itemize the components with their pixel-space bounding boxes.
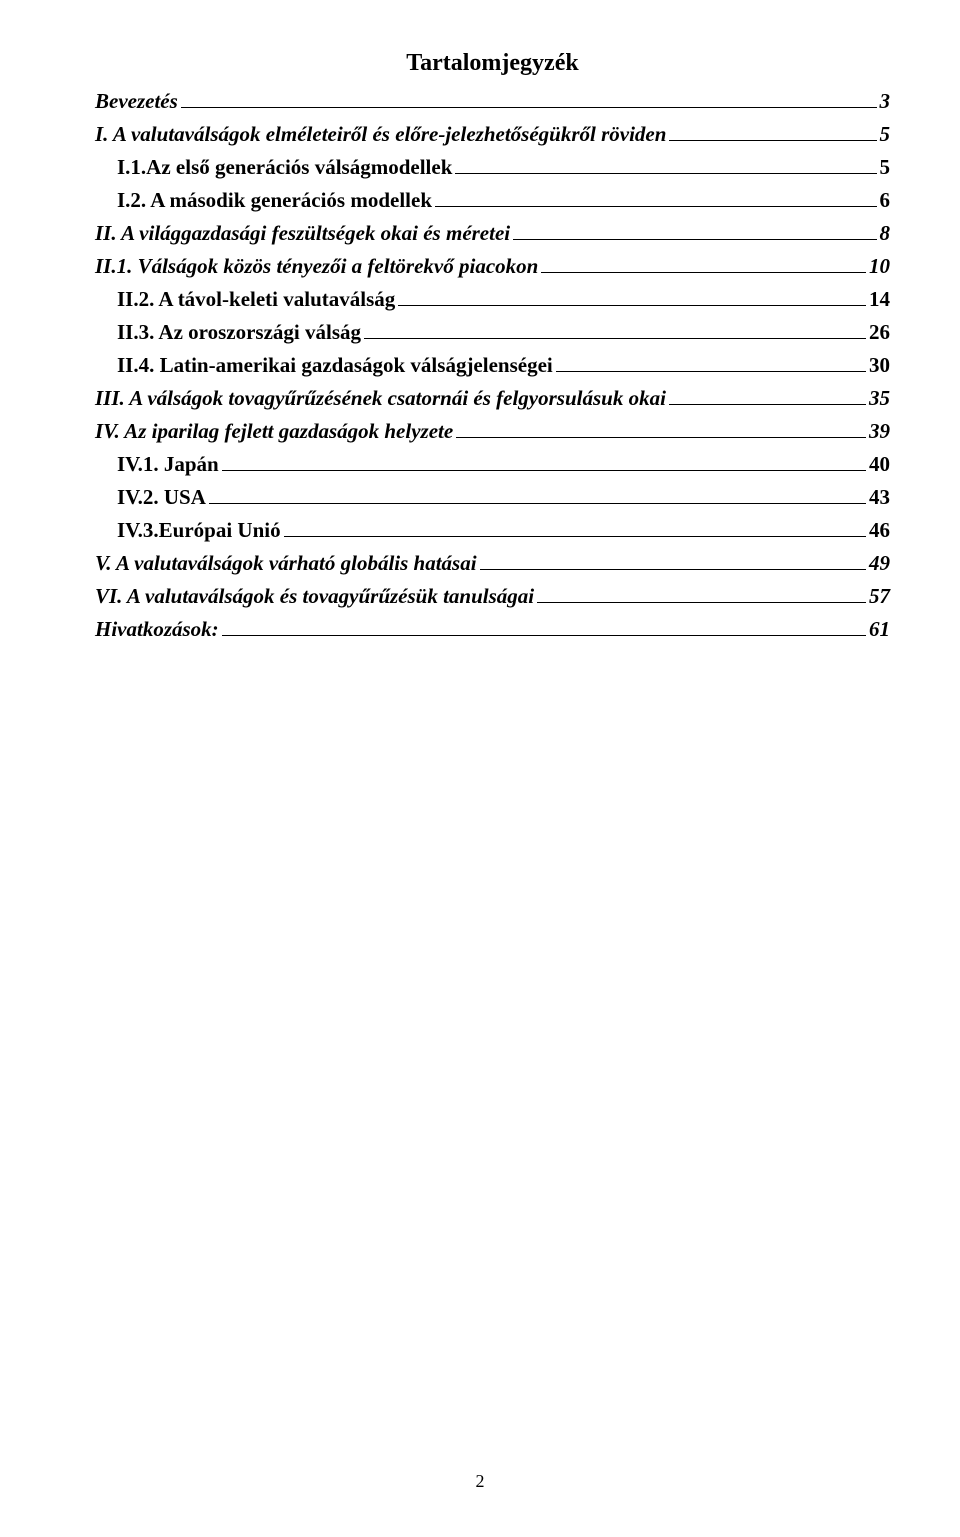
toc-entry: Hivatkozások: 61 — [95, 617, 890, 642]
leader-line — [556, 371, 866, 372]
leader-line — [398, 305, 866, 306]
toc-entry: II.3. Az oroszországi válság 26 — [117, 320, 890, 345]
leader-line — [537, 602, 866, 603]
toc-page: 30 — [869, 353, 890, 378]
toc-label: II.2. A távol-keleti valutaválság — [117, 287, 395, 312]
toc-entry: II.2. A távol-keleti valutaválság 14 — [117, 287, 890, 312]
toc-label: IV.2. USA — [117, 485, 206, 510]
leader-line — [181, 107, 877, 108]
toc-label: IV.1. Japán — [117, 452, 219, 477]
leader-line — [513, 239, 876, 240]
toc-label: III. A válságok tovagyűrűzésének csatorn… — [95, 386, 666, 411]
toc-page: 3 — [880, 89, 891, 114]
leader-line — [284, 536, 866, 537]
toc-label: I.1.Az első generációs válságmodellek — [117, 155, 452, 180]
toc-label: II. A világgazdasági feszültségek okai é… — [95, 221, 510, 246]
toc-page: 61 — [869, 617, 890, 642]
toc-entry: I.1.Az első generációs válságmodellek 5 — [117, 155, 890, 180]
toc-page: 6 — [880, 188, 891, 213]
leader-line — [222, 470, 866, 471]
toc-entry: II.4. Latin-amerikai gazdaságok válságje… — [117, 353, 890, 378]
toc-entry: IV.3.Európai Unió 46 — [117, 518, 890, 543]
toc-page: 39 — [869, 419, 890, 444]
leader-line — [456, 437, 866, 438]
toc-page: 5 — [880, 122, 891, 147]
toc-page: 49 — [869, 551, 890, 576]
toc-page: 10 — [869, 254, 890, 279]
toc-title: Tartalomjegyzék — [95, 50, 890, 77]
leader-line — [222, 635, 866, 636]
toc-entry: IV.2. USA 43 — [117, 485, 890, 510]
toc-label: II.4. Latin-amerikai gazdaságok válságje… — [117, 353, 553, 378]
toc-page: 57 — [869, 584, 890, 609]
toc-label: V. A valutaválságok várható globális hat… — [95, 551, 477, 576]
leader-line — [480, 569, 866, 570]
toc-entry: IV.1. Japán 40 — [117, 452, 890, 477]
toc-page: 14 — [869, 287, 890, 312]
toc-page: 40 — [869, 452, 890, 477]
leader-line — [455, 173, 876, 174]
toc-page: 26 — [869, 320, 890, 345]
toc-entry: IV. Az iparilag fejlett gazdaságok helyz… — [95, 419, 890, 444]
leader-line — [364, 338, 866, 339]
toc-entry: I. A valutaválságok elméleteiről és előr… — [95, 122, 890, 147]
toc-entry: Bevezetés 3 — [95, 89, 890, 114]
toc-entry: VI. A valutaválságok és tovagyűrűzésük t… — [95, 584, 890, 609]
toc-entry: II.1. Válságok közös tényezői a feltörek… — [95, 254, 890, 279]
page-number: 2 — [0, 1471, 960, 1492]
leader-line — [669, 404, 866, 405]
toc-label: IV. Az iparilag fejlett gazdaságok helyz… — [95, 419, 453, 444]
leader-line — [435, 206, 876, 207]
toc-page: 35 — [869, 386, 890, 411]
toc-list: Bevezetés 3 I. A valutaválságok elméleteir… — [95, 89, 890, 642]
leader-line — [669, 140, 876, 141]
toc-label: II.1. Válságok közös tényezői a feltörek… — [95, 254, 538, 279]
toc-page: 5 — [880, 155, 891, 180]
toc-label: VI. A valutaválságok és tovagyűrűzésük t… — [95, 584, 534, 609]
leader-line — [209, 503, 866, 504]
toc-page: 46 — [869, 518, 890, 543]
toc-page: 8 — [880, 221, 891, 246]
toc-label: IV.3.Európai Unió — [117, 518, 281, 543]
toc-label: Hivatkozások: — [95, 617, 219, 642]
toc-entry: V. A valutaválságok várható globális hat… — [95, 551, 890, 576]
toc-entry: III. A válságok tovagyűrűzésének csatorn… — [95, 386, 890, 411]
toc-label: I. A valutaválságok elméleteiről és előr… — [95, 122, 666, 147]
toc-page: 43 — [869, 485, 890, 510]
toc-label: Bevezetés — [95, 89, 178, 114]
toc-entry: II. A világgazdasági feszültségek okai é… — [95, 221, 890, 246]
toc-label: II.3. Az oroszországi válság — [117, 320, 361, 345]
toc-label: I.2. A második generációs modellek — [117, 188, 432, 213]
toc-entry: I.2. A második generációs modellek 6 — [117, 188, 890, 213]
leader-line — [541, 272, 866, 273]
